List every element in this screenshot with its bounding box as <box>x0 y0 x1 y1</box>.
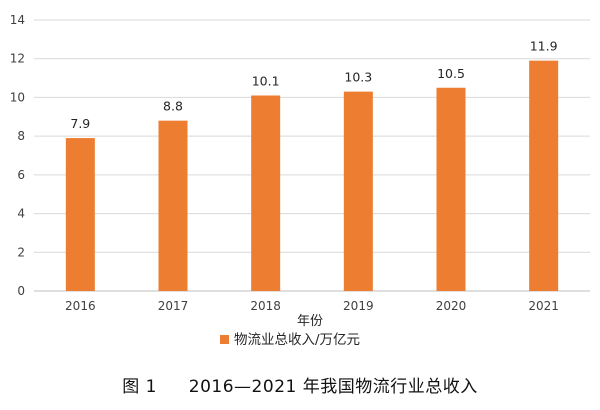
data-label-2021: 11.9 <box>530 39 558 54</box>
figure-number: 图 1 <box>122 377 157 397</box>
y-axis: 0 2 4 6 8 10 12 14 <box>10 13 25 298</box>
bar-2016 <box>65 138 95 291</box>
y-tick-label: 10 <box>10 90 25 104</box>
data-label-2020: 10.5 <box>437 66 465 81</box>
legend: 物流业总收入/万亿元 <box>220 332 360 348</box>
y-tick-label: 0 <box>17 284 25 298</box>
bar-2020 <box>436 87 466 291</box>
y-tick-label: 4 <box>17 207 25 221</box>
x-axis: 2016 2017 2018 2019 2020 2021 <box>65 299 559 313</box>
y-tick-label: 6 <box>17 168 25 182</box>
x-tick-label-2016: 2016 <box>65 299 96 313</box>
figure-title: 2016—2021 年我国物流行业总收入 <box>188 377 478 397</box>
x-tick-label-2018: 2018 <box>250 299 281 313</box>
data-label-2019: 10.3 <box>344 70 372 85</box>
bar-2021 <box>529 60 559 292</box>
x-axis-label: 年份 <box>297 314 323 329</box>
x-tick-label-2021: 2021 <box>528 299 559 313</box>
bar-2018 <box>251 95 281 291</box>
x-tick-label-2020: 2020 <box>436 299 467 313</box>
figure-caption: 图 1 2016—2021 年我国物流行业总收入 <box>0 372 600 397</box>
data-label-2016: 7.9 <box>70 116 90 131</box>
y-tick-label: 12 <box>10 52 25 66</box>
data-label-2017: 8.8 <box>163 99 183 114</box>
y-tick-label: 8 <box>17 129 25 143</box>
bars <box>65 60 559 292</box>
chart: 0 2 4 6 8 10 12 14 7.9 8.8 10.1 10.3 10.5 11.9 2016 2… <box>10 13 590 348</box>
x-tick-label-2019: 2019 <box>343 299 374 313</box>
legend-swatch <box>220 335 229 344</box>
bar-2017 <box>158 120 188 292</box>
x-tick-label-2017: 2017 <box>158 299 189 313</box>
y-tick-label: 14 <box>10 13 25 27</box>
grid <box>34 19 590 292</box>
bar-2019 <box>343 91 373 291</box>
y-tick-label: 2 <box>17 245 25 259</box>
data-labels: 7.9 8.8 10.1 10.3 10.5 11.9 <box>70 39 557 131</box>
data-label-2018: 10.1 <box>252 73 280 88</box>
legend-label: 物流业总收入/万亿元 <box>234 332 360 348</box>
